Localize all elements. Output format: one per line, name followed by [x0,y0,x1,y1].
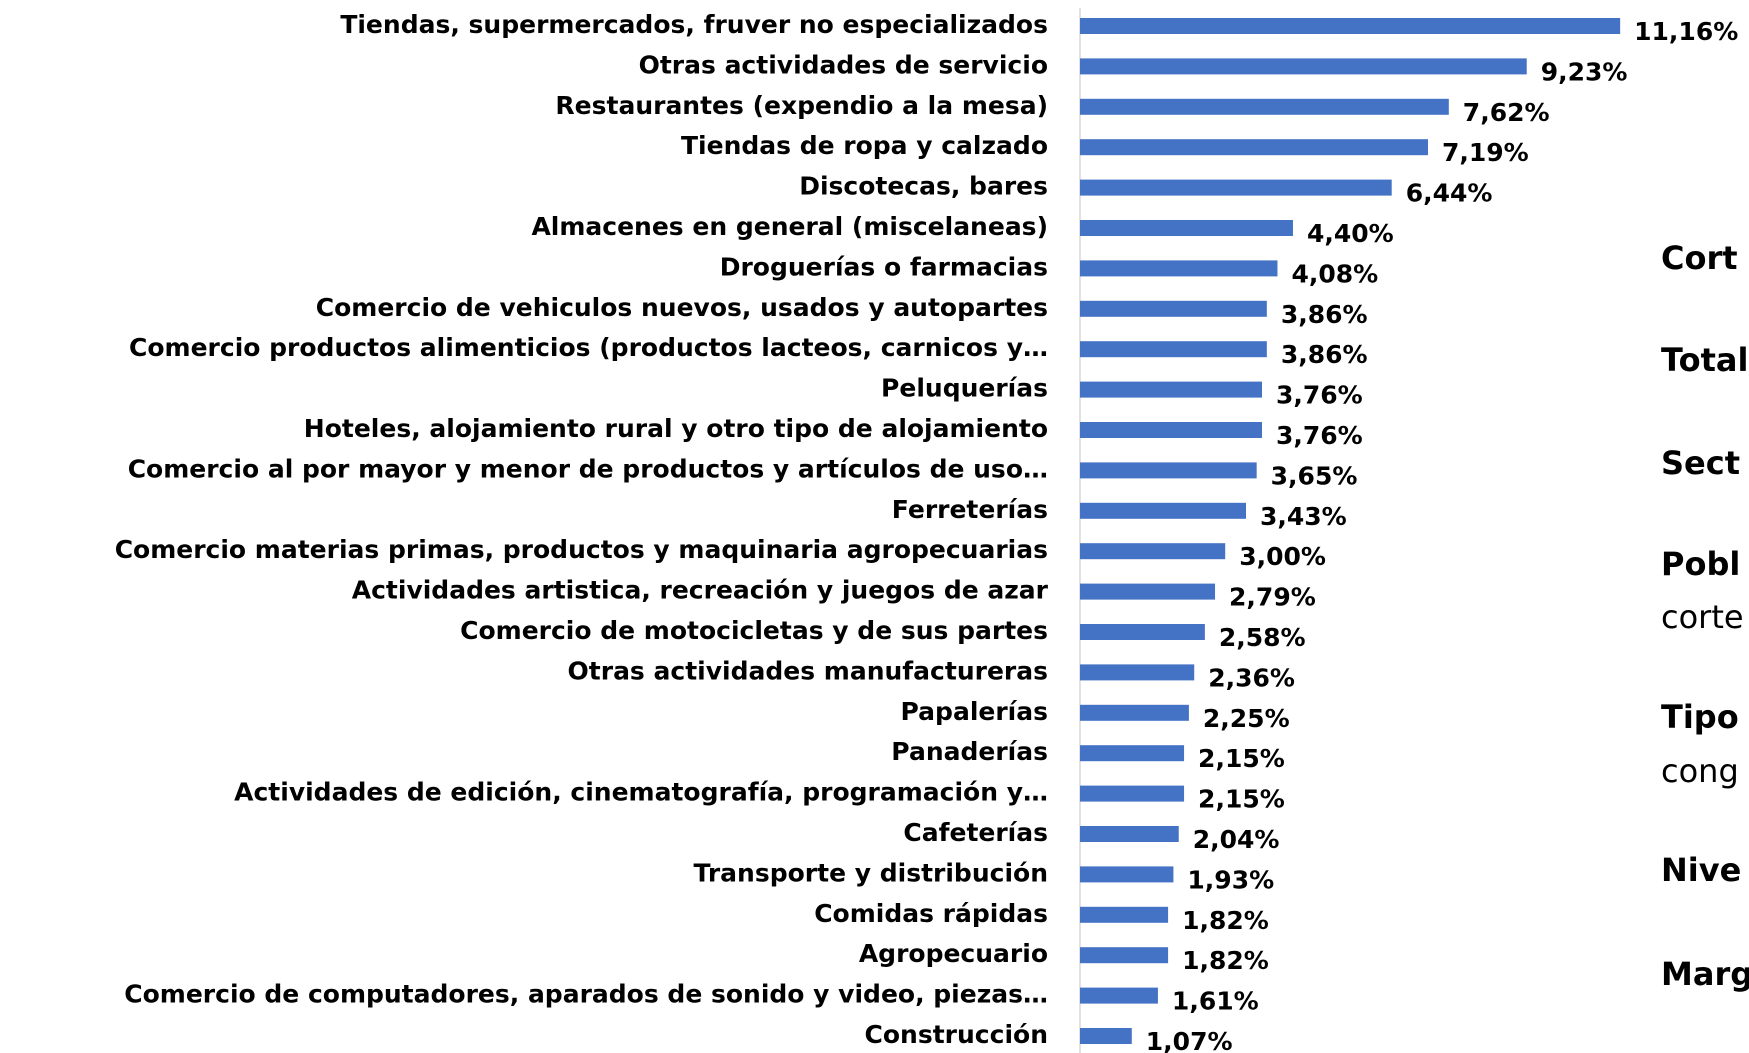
value-label: 2,04% [1193,825,1280,854]
value-label: 2,25% [1203,704,1290,733]
value-label: 2,79% [1229,583,1316,612]
bar [1080,300,1267,317]
bar [1080,583,1216,600]
category-label: Transporte y distribución [694,858,1048,887]
category-label: Comercio de computadores, aparados de so… [124,980,1048,1009]
category-label: Actividades de edición, cinematografía, … [234,778,1048,807]
category-label: Construcción [865,1020,1048,1049]
value-label: 2,58% [1219,623,1306,652]
category-label: Ferreterías [892,495,1048,524]
value-label: 1,61% [1172,987,1259,1016]
value-label: 2,15% [1198,744,1285,773]
value-label: 1,82% [1182,906,1269,935]
value-label: 3,65% [1271,461,1358,490]
value-label: 1,07% [1146,1027,1233,1053]
bar [1080,906,1169,923]
category-label: Otras actividades de servicio [639,50,1048,79]
bar [1080,866,1174,883]
category-label: Otras actividades manufactureras [568,656,1048,685]
category-label: Tiendas, supermercados, fruver no especi… [340,10,1048,39]
category-label: Almacenes en general (miscelaneas) [531,212,1048,241]
bar [1080,58,1527,75]
value-label: 3,86% [1281,340,1368,369]
side-text: cong [1661,752,1739,790]
side-text: Total [1661,341,1748,379]
bar [1080,785,1185,802]
bar [1080,947,1169,964]
category-label: Comercio materias primas, productos y ma… [115,535,1048,564]
bar [1080,18,1621,34]
bar [1080,98,1449,115]
value-label: 3,76% [1276,381,1363,410]
category-label: Cafeterías [903,818,1048,847]
category-label: Agropecuario [859,939,1048,968]
bar [1080,502,1247,519]
value-label: 2,15% [1198,785,1285,814]
value-label: 7,19% [1442,138,1529,167]
category-label: Comercio al por mayor y menor de product… [128,454,1048,483]
value-label: 7,62% [1463,98,1550,127]
bar [1080,987,1158,1004]
bar [1080,462,1257,479]
side-text: Tipo [1661,698,1739,736]
value-label: 3,00% [1239,542,1326,571]
value-label: 3,43% [1260,502,1347,531]
side-text: Nive [1661,851,1741,889]
value-label: 3,86% [1281,300,1368,329]
bar [1080,260,1278,277]
category-label: Discotecas, bares [799,172,1048,201]
bar [1080,826,1179,842]
value-label: 4,08% [1291,259,1378,288]
category-label: Actividades artistica, recreación y jueg… [352,576,1049,605]
side-text: Cort [1661,239,1738,277]
bar [1080,341,1267,358]
category-label: Comercio productos alimenticios (product… [129,333,1048,362]
bar [1080,704,1189,721]
value-label: 3,76% [1276,421,1363,450]
value-label: 11,16% [1634,17,1738,46]
bar [1080,422,1262,438]
bar [1080,1028,1132,1044]
category-label: Comidas rápidas [814,899,1048,928]
side-text: corte [1661,598,1744,636]
bar [1080,381,1262,398]
category-label: Papalerías [901,697,1048,726]
bar [1080,220,1293,236]
category-label: Droguerías o farmacias [720,252,1048,281]
value-label: 4,40% [1307,219,1394,248]
side-text: Sect [1661,444,1740,482]
bar [1080,745,1185,762]
bar [1080,664,1195,681]
bar [1080,139,1428,156]
bar [1080,543,1226,560]
category-label: Hoteles, alojamiento rural y otro tipo d… [304,414,1048,443]
value-label: 1,93% [1187,865,1274,894]
side-text: Pobl [1661,545,1740,583]
category-label: Tiendas de ropa y calzado [681,131,1048,160]
category-label: Comercio de vehiculos nuevos, usados y a… [316,293,1048,322]
value-label: 2,36% [1208,663,1295,692]
category-label: Panaderías [891,737,1048,766]
value-label: 6,44% [1406,179,1493,208]
value-label: 1,82% [1182,946,1269,975]
value-label: 9,23% [1541,57,1628,86]
bar [1080,179,1392,196]
category-label: Restaurantes (expendio a la mesa) [555,91,1048,120]
category-label: Peluquerías [881,374,1048,403]
category-label: Comercio de motocicletas y de sus partes [460,616,1048,645]
bar [1080,624,1205,640]
side-text: Marg [1661,955,1749,993]
